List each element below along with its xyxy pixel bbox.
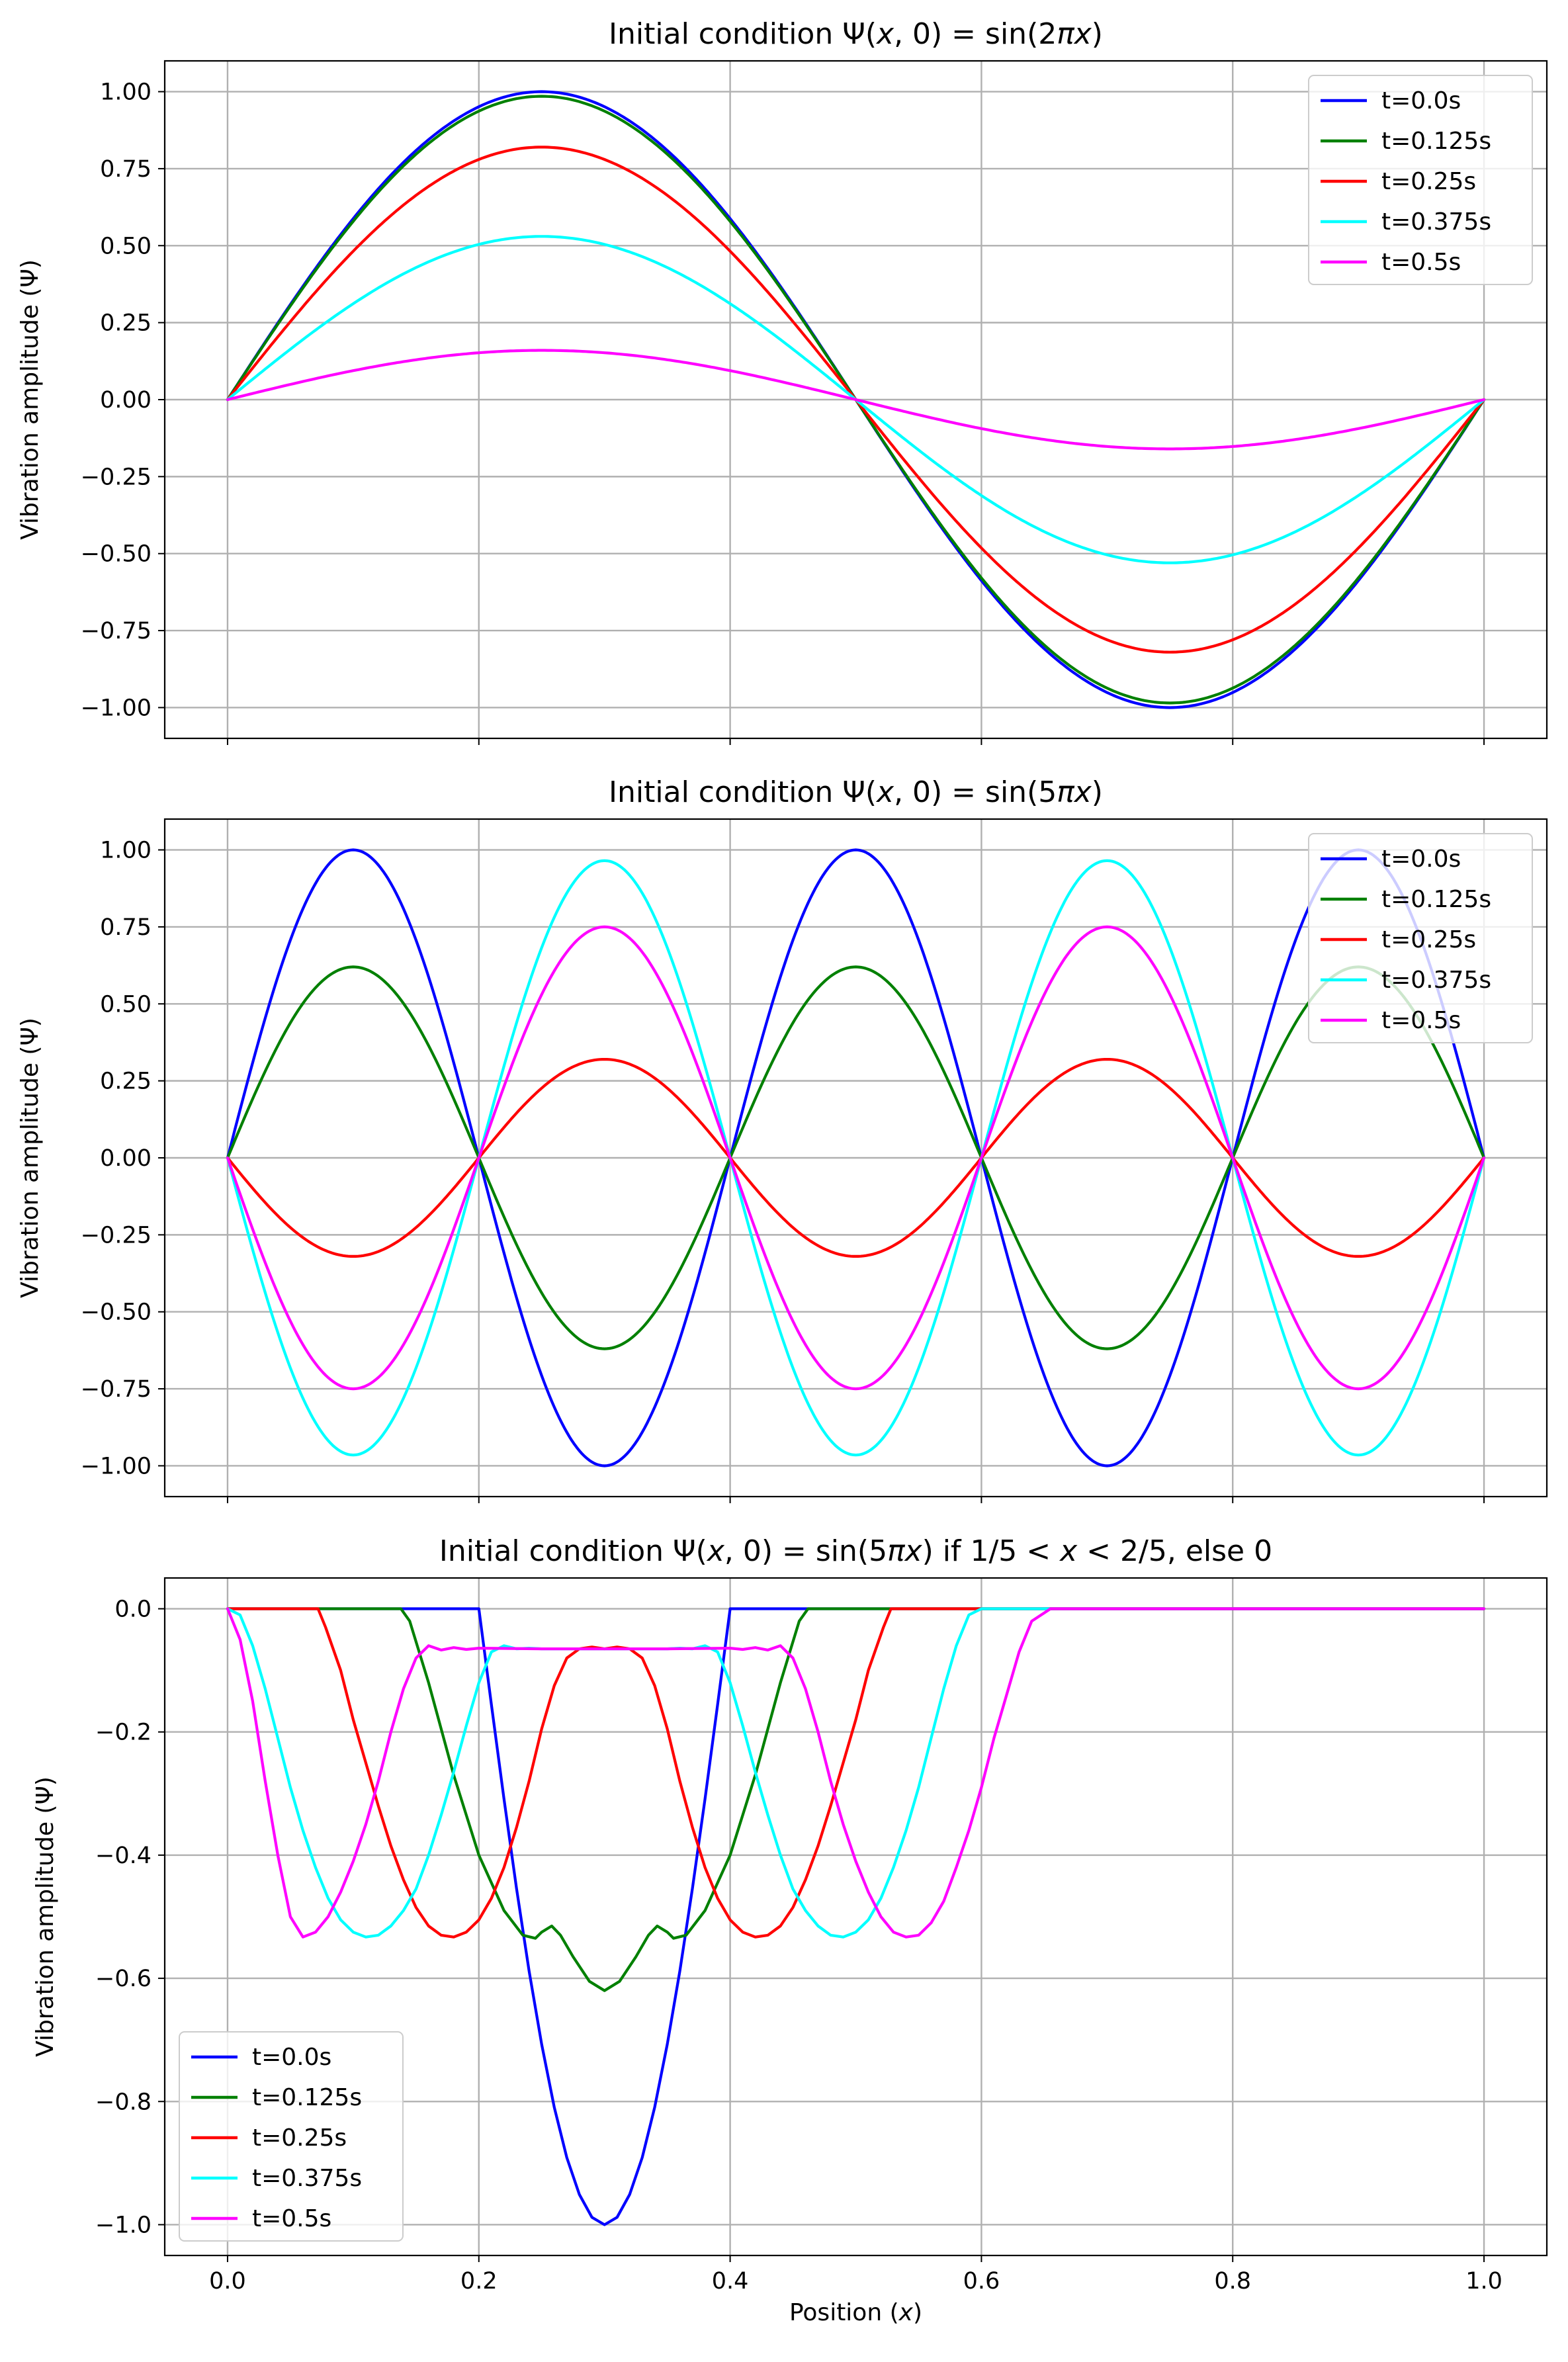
y-tick-label-5: −1.0 [95, 2212, 152, 2238]
chart-panel-2: 1.00 0.75 0.50 0.25 0.00 −0.25 −0.50 −0.75 −1.00… [17, 775, 1548, 1503]
chart-panel-1: 1.00 0.75 0.50 0.25 0.00 −0.25 −0.50 −0.75 −1.00… [17, 17, 1548, 745]
chart-panel-3: 0.0 0.2 0.4 0.6 0.8 1.0 0.0 −0.2 −0.4 −0.6 −0.8 −1.… [32, 1534, 1548, 2326]
y-tick-label-3: −0.6 [95, 1966, 152, 1992]
title-part: Initial condition Ψ( [609, 17, 877, 51]
legend: t=0.0s t=0.125s t=0.25s t=0.375s t=0.5s [1308, 833, 1533, 1043]
x-axis-label: Position (x) [789, 2299, 922, 2326]
y-tick-label-0: 1.00 [100, 838, 152, 864]
series-line-2 [226, 1607, 1486, 1992]
y-tick-label-2: 0.50 [100, 233, 152, 259]
series-lines [226, 90, 1486, 709]
axes-frame [163, 1577, 1548, 2257]
title-var-x: x [875, 775, 894, 809]
title-var-pi: π [1057, 17, 1075, 51]
y-axis-label: Vibration amplitude (Ψ) [17, 259, 44, 540]
title-part: , 0) = sin(2 [894, 17, 1057, 51]
legend-box [1308, 75, 1533, 285]
series-line-2 [226, 965, 1486, 1350]
x-tick-label-3: 0.6 [963, 2268, 1000, 2295]
chart-title: Initial condition Ψ(x, 0) = sin(5πx) if … [439, 1534, 1272, 1568]
y-tick-label-6: −0.50 [81, 541, 152, 568]
series-line-5 [226, 1607, 1486, 1939]
legend-label-2: t=0.125s [1381, 128, 1491, 155]
title-part: Initial condition Ψ( [609, 775, 877, 809]
legend-label-4: t=0.375s [252, 2165, 362, 2192]
legend-label-5: t=0.5s [1381, 249, 1461, 276]
y-tick-label-1: −0.2 [95, 1720, 152, 1746]
legend: t=0.0s t=0.125s t=0.25s t=0.375s t=0.5s [1308, 75, 1533, 285]
title-part: < 2/5, else 0 [1077, 1534, 1272, 1568]
y-tick-label-5: −0.25 [81, 1222, 152, 1248]
legend-label-3: t=0.25s [252, 2124, 347, 2152]
chart-title: Initial condition Ψ(x, 0) = sin(2πx) [609, 17, 1103, 51]
title-var-x: x [706, 1534, 725, 1568]
title-var-x: x [1059, 1534, 1078, 1568]
title-part: , 0) = sin(5 [894, 775, 1057, 809]
y-tick-label-1: 0.75 [100, 914, 152, 941]
title-part: Initial condition Ψ( [439, 1534, 707, 1568]
legend-label-4: t=0.375s [1381, 208, 1491, 236]
y-tick-label-6: −0.50 [81, 1299, 152, 1326]
legend: t=0.0s t=0.125s t=0.25s t=0.375s t=0.5s [179, 2031, 404, 2242]
title-var-x: x [904, 1534, 923, 1568]
y-tick-label-8: −1.00 [81, 695, 152, 721]
y-tick-label-7: −0.75 [81, 618, 152, 644]
y-tick-label-4: 0.00 [100, 387, 152, 414]
y-tick-label-2: −0.4 [95, 1843, 152, 1869]
y-axis-label: Vibration amplitude (Ψ) [17, 1018, 44, 1298]
x-tick-label-5: 1.0 [1465, 2268, 1503, 2295]
title-part: ) [1092, 775, 1103, 809]
y-tick-label-0: 0.0 [114, 1597, 152, 1623]
legend-label-3: t=0.25s [1381, 926, 1476, 953]
series-line-4 [226, 859, 1486, 1457]
y-tick-label-4: −0.8 [95, 2089, 152, 2115]
legend-label-2: t=0.125s [252, 2084, 362, 2111]
y-tick-label-3: 0.25 [100, 310, 152, 337]
series-line-1 [226, 848, 1486, 1467]
legend-box [1308, 833, 1533, 1043]
legend-label-4: t=0.375s [1381, 967, 1491, 994]
series-lines [226, 1607, 1486, 2226]
title-part: ) [1092, 17, 1103, 51]
y-axis-label: Vibration amplitude (Ψ) [32, 1776, 59, 2057]
legend-label-5: t=0.5s [252, 2205, 331, 2232]
y-tick-label-0: 1.00 [100, 79, 152, 106]
series-line-5 [226, 349, 1486, 451]
legend-box [179, 2031, 404, 2242]
x-label-part: Position ( [789, 2299, 899, 2326]
title-part: ) if 1/5 < [922, 1534, 1061, 1568]
y-tick-label-7: −0.75 [81, 1376, 152, 1403]
x-tick-label-4: 0.8 [1214, 2268, 1251, 2295]
y-tick-label-3: 0.25 [100, 1069, 152, 1095]
title-var-pi: π [1057, 775, 1075, 809]
x-tick-label-1: 0.2 [460, 2268, 498, 2295]
title-var-x: x [1073, 17, 1092, 51]
chart-title: Initial condition Ψ(x, 0) = sin(5πx) [609, 775, 1103, 809]
legend-label-3: t=0.25s [1381, 168, 1476, 195]
legend-label-2: t=0.125s [1381, 886, 1491, 913]
title-var-x: x [875, 17, 894, 51]
legend-label-1: t=0.0s [1381, 846, 1461, 873]
series-line-1 [226, 1607, 1486, 2226]
y-tick-label-4: 0.00 [100, 1145, 152, 1172]
y-tick-label-2: 0.50 [100, 991, 152, 1018]
x-label-part: ) [913, 2299, 922, 2326]
legend-label-5: t=0.5s [1381, 1007, 1461, 1034]
title-var-x: x [1073, 775, 1092, 809]
y-tick-label-1: 0.75 [100, 156, 152, 183]
title-var-pi: π [887, 1534, 906, 1568]
y-tick-label-8: −1.00 [81, 1453, 152, 1479]
x-label-var: x [898, 2299, 914, 2326]
series-line-5 [226, 925, 1486, 1391]
x-tick-label-2: 0.4 [712, 2268, 749, 2295]
legend-label-1: t=0.0s [1381, 87, 1461, 114]
series-line-3 [226, 1058, 1486, 1258]
legend-label-1: t=0.0s [252, 2044, 331, 2071]
series-lines [226, 848, 1486, 1467]
y-tick-label-5: −0.25 [81, 464, 152, 490]
title-part: , 0) = sin(5 [724, 1534, 887, 1568]
x-tick-label-0: 0.0 [209, 2268, 246, 2295]
